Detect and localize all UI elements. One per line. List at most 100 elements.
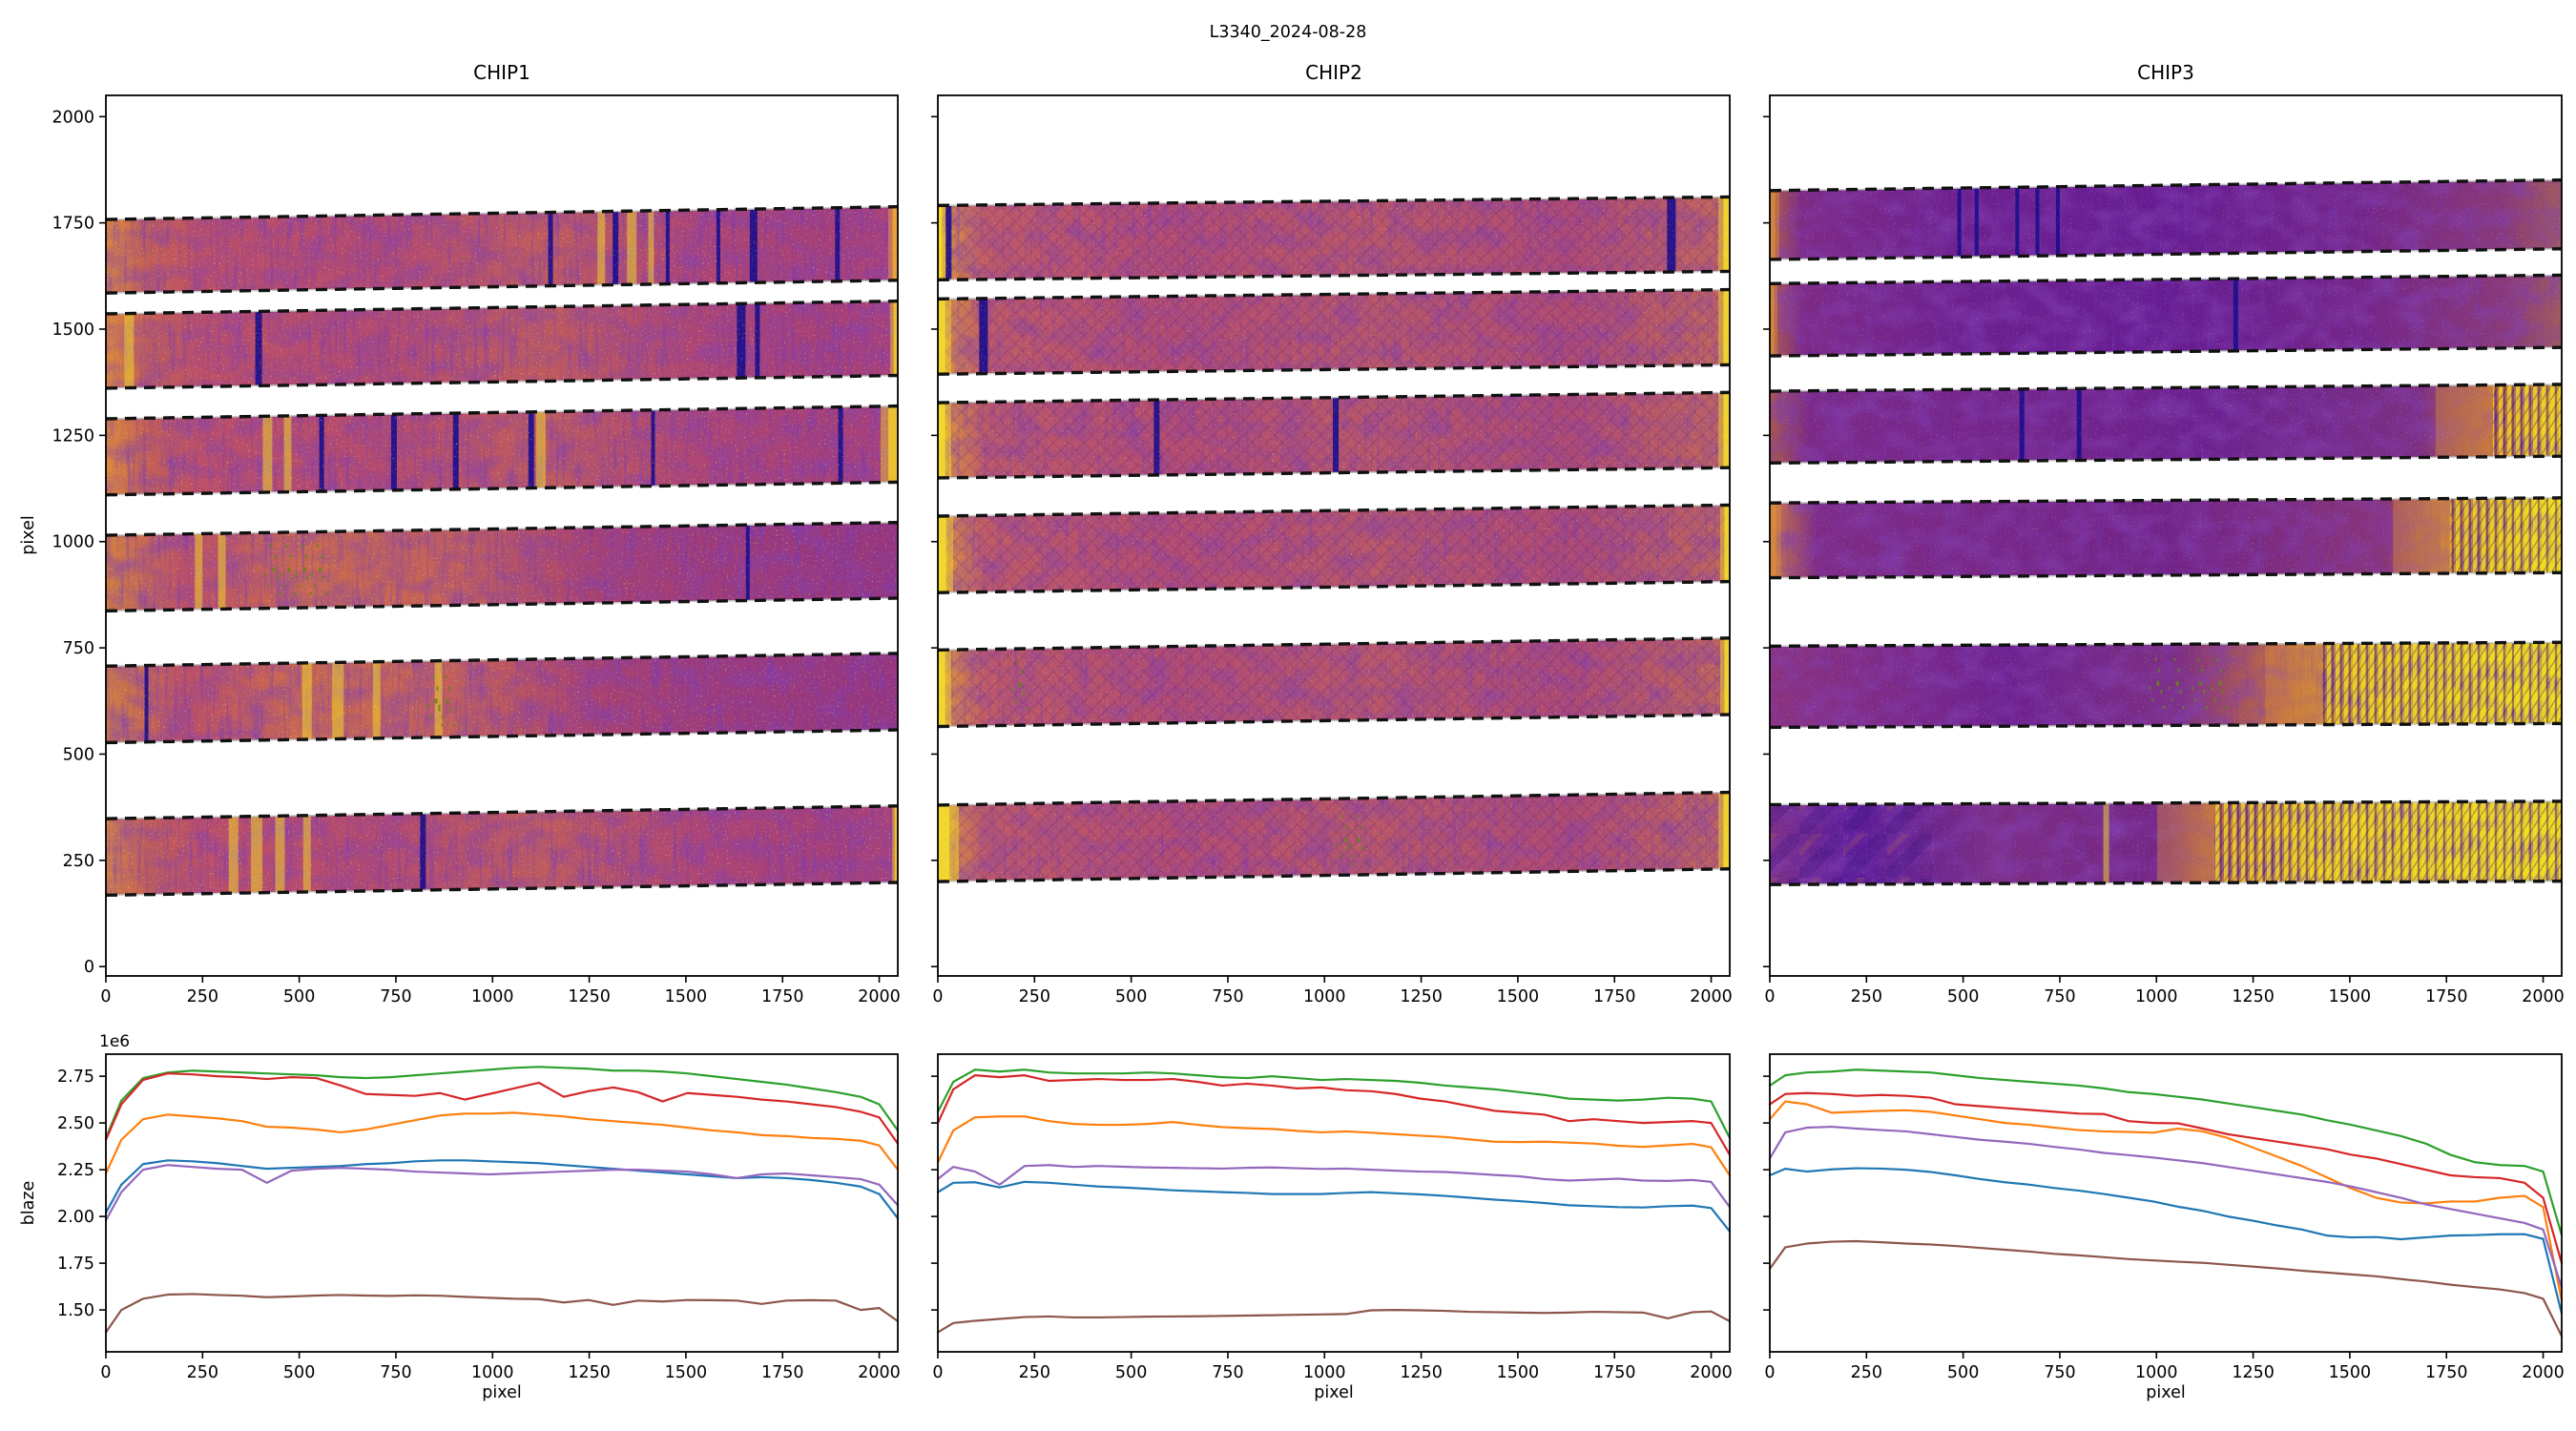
band-speckle [938,289,1730,375]
x-tick-label: 1250 [2232,987,2275,1006]
order-edge-dashed-line [105,205,899,221]
blaze-curve-order-5 [936,1164,1732,1209]
y-tick-label: 1750 [52,215,94,234]
chip3_blaze [1768,1068,2564,1338]
spectral-order-band [938,289,1730,375]
chip1_blaze [104,1066,900,1334]
chip1_image [105,205,899,898]
order-edge-dashed-line [105,804,899,820]
spectral-order-band [938,392,1730,478]
spectral-order-band [106,405,898,495]
order-edge-dashed-line [1769,570,2563,580]
spectral-order-band [1770,800,2562,885]
blaze-curve-order-5 [1768,1125,2564,1289]
y-axis-offset-1e6: 1e6 [99,1032,131,1051]
order-edge-dashed-line [937,867,1731,883]
blaze-curve-order-6 [104,1293,900,1334]
order-edge-dashed-line [937,503,1731,518]
order-edge-dashed-line [937,579,1731,594]
x-tick-label: 1750 [1593,1363,1636,1382]
blaze-curve-order-4 [104,1072,900,1145]
x-axis-label-pixel-2: pixel [1314,1383,1354,1402]
order-edge-dashed-line [1769,454,2563,466]
band-speckle [106,405,898,495]
order-edge-dashed-line [105,596,899,613]
spectral-order-band [938,792,1730,882]
band-speckle [106,653,898,743]
order-edge-dashed-line [1769,799,2563,807]
x-tick-label: 250 [187,987,218,1006]
order-edge-dashed-line [105,279,899,295]
spectral-order-band [106,206,898,294]
spectral-order-band [106,805,898,896]
x-tick-label: 2000 [1690,1363,1733,1382]
blaze-curve-order-1 [104,1159,900,1220]
x-tick-label: 1000 [1303,1363,1346,1382]
blaze-curve-order-2 [936,1115,1732,1177]
spectral-order-band [1770,642,2562,728]
blaze-curve-order-5 [104,1164,900,1222]
x-tick-label: 250 [1851,987,1882,1006]
order-edge-dashed-line [1769,721,2563,730]
order-edge-dashed-line [1769,273,2563,286]
x-tick-label: 750 [1212,1363,1243,1382]
x-tick-label: 1750 [2425,987,2468,1006]
x-tick-label: 1500 [2329,1363,2372,1382]
order-edge-dashed-line [105,728,899,745]
x-tick-label: 1000 [471,987,514,1006]
x-tick-label: 0 [932,987,943,1006]
y-tick-label: 1000 [52,533,94,552]
blaze-curve-order-3 [104,1066,900,1139]
x-tick-label: 1000 [2135,1363,2178,1382]
chip1_image-spines [105,94,899,977]
order-edge-dashed-line [1769,383,2563,393]
x-tick-label: 1250 [1400,1363,1443,1382]
order-edge-dashed-line [937,636,1731,653]
order-edge-dashed-line [937,195,1731,208]
x-tick-label: 750 [2044,987,2075,1006]
subplot-title-chip1: CHIP1 [473,61,530,84]
order-edge-dashed-line [937,790,1731,807]
y-tick-label: 1.75 [57,1255,94,1274]
band-speckle [938,197,1730,280]
x-tick-label: 250 [187,1363,218,1382]
x-tick-label: 0 [1764,1363,1775,1382]
order-edge-dashed-line [937,363,1731,376]
chip2_image-spines [937,94,1731,977]
order-edge-dashed-line [1769,640,2563,649]
spectral-order-band [106,301,898,388]
blaze-curve-order-1 [1768,1167,2564,1316]
order-edge-dashed-line [1769,247,2563,261]
x-tick-label: 1500 [1497,987,1540,1006]
band-speckle [938,637,1730,727]
x-tick-label: 750 [2044,1363,2075,1382]
spectral-order-band [1770,179,2562,259]
x-tick-label: 1750 [761,987,804,1006]
x-tick-label: 1250 [568,987,611,1006]
order-edge-dashed-line [937,269,1731,282]
order-edge-dashed-line [105,520,899,537]
y-tick-label: 2.75 [57,1068,94,1087]
figure-title: L3340_2024-08-28 [1209,23,1367,42]
y-tick-label: 500 [63,745,94,764]
spectral-order-band [938,197,1730,280]
spectral-order-band [106,522,898,612]
spectral-order-band [938,505,1730,593]
band-speckle [106,301,898,388]
x-tick-label: 1250 [568,1363,611,1382]
x-tick-label: 0 [1764,987,1775,1006]
x-tick-label: 750 [1212,987,1243,1006]
band-speckle [106,522,898,612]
x-tick-label: 1500 [2329,987,2372,1006]
band-speckle [1770,179,2562,259]
chip3_image [1769,177,2563,886]
blaze-curve-order-3 [1768,1068,2564,1236]
x-tick-label: 1500 [1497,1363,1540,1382]
x-tick-label: 2000 [2522,987,2565,1006]
y-tick-label: 750 [63,639,94,658]
x-tick-label: 750 [380,1363,411,1382]
band-speckle [1770,642,2562,728]
order-edge-dashed-line [105,652,899,668]
x-axis-label-pixel-1: pixel [482,1383,522,1402]
order-edge-dashed-line [1769,496,2563,505]
